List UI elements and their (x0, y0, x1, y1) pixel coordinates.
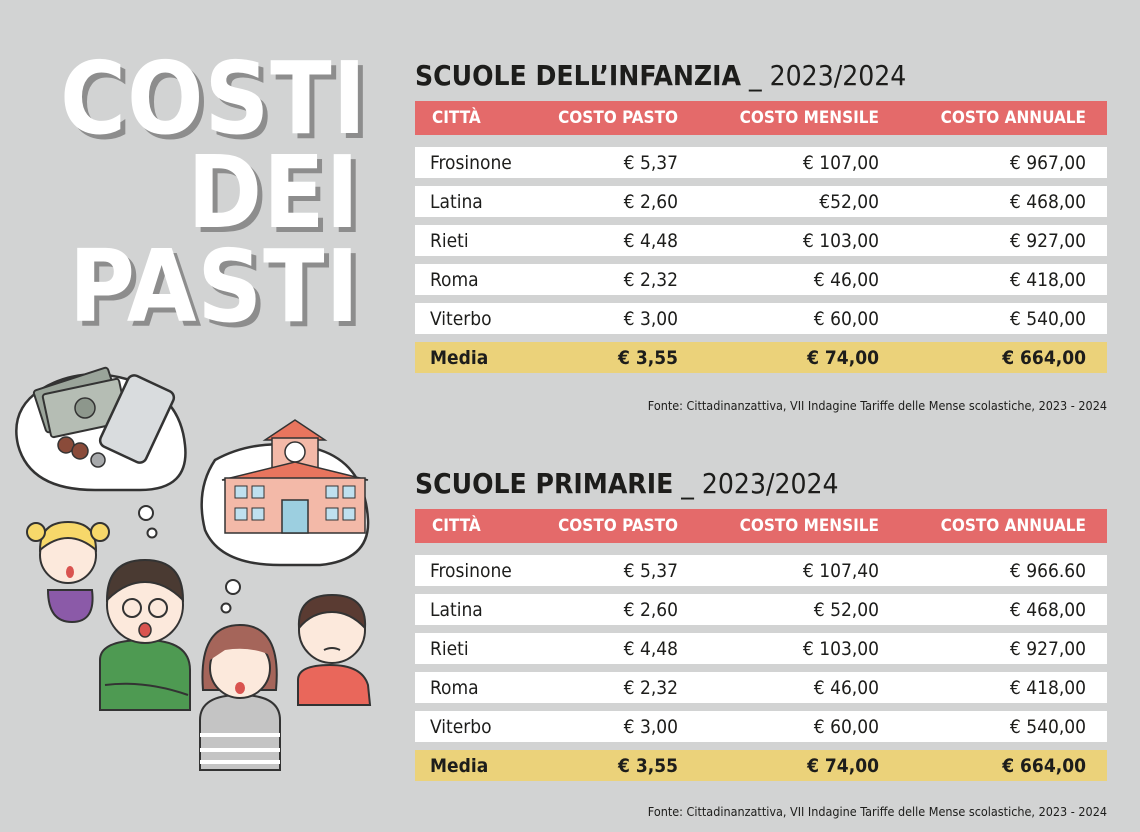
table-row: Roma € 2,32 € 46,00 € 418,00 (415, 264, 1107, 295)
cell-city: Latina (430, 598, 483, 621)
cell-annual: € 540,00 (1009, 307, 1086, 330)
source-note: Fonte: Cittadinanzattiva, VII Indagine T… (647, 398, 1107, 413)
section-year: _ 2023/2024 (749, 59, 907, 92)
col-header-annual: COSTO ANNUALE (940, 516, 1086, 536)
cell-meal: € 2,60 (623, 598, 678, 621)
cell-annual: € 468,00 (1009, 190, 1086, 213)
source-note: Fonte: Cittadinanzattiva, VII Indagine T… (647, 804, 1107, 819)
section-title-text: SCUOLE PRIMARIE (415, 467, 674, 500)
table-row: Latina € 2,60 € 52,00 € 468,00 (415, 594, 1107, 625)
cell-annual: € 418,00 (1009, 676, 1086, 699)
cell-city: Roma (430, 676, 479, 699)
cell-average-annual: € 664,00 (1002, 754, 1086, 777)
cell-city: Frosinone (430, 559, 512, 582)
cell-annual: € 540,00 (1009, 715, 1086, 738)
cell-monthly: € 107,40 (802, 559, 879, 582)
cell-average-monthly: € 74,00 (807, 754, 879, 777)
table-primarie: SCUOLE PRIMARIE _ 2023/2024 CITTÀ COSTO … (415, 468, 1107, 781)
cell-city: Frosinone (430, 151, 512, 174)
cell-annual: € 966.60 (1009, 559, 1086, 582)
cell-city: Roma (430, 268, 479, 291)
cell-monthly: € 46,00 (813, 268, 879, 291)
cell-city: Viterbo (430, 307, 492, 330)
table-row: Latina € 2,60 €52,00 € 468,00 (415, 186, 1107, 217)
cell-meal: € 4,48 (623, 229, 678, 252)
table-row: Frosinone € 5,37 € 107,00 € 967,00 (415, 147, 1107, 178)
illustration (15, 366, 372, 771)
cell-monthly: € 103,00 (802, 229, 879, 252)
headline-line-3: PASTI (69, 228, 360, 345)
col-header-annual: COSTO ANNUALE (940, 108, 1086, 128)
money-thought-bubble-icon (15, 366, 187, 539)
section-year: _ 2023/2024 (681, 467, 839, 500)
school-thought-bubble-icon (200, 419, 370, 614)
cell-annual: € 468,00 (1009, 598, 1086, 621)
cell-average-label: Media (430, 346, 489, 369)
cell-monthly: € 107,00 (802, 151, 879, 174)
cell-annual: € 927,00 (1009, 637, 1086, 660)
table-header: CITTÀ COSTO PASTO COSTO MENSILE COSTO AN… (415, 101, 1107, 135)
table-row: Rieti € 4,48 € 103,00 € 927,00 (415, 225, 1107, 256)
cell-annual: € 927,00 (1009, 229, 1086, 252)
section-title: SCUOLE PRIMARIE _ 2023/2024 (415, 468, 1107, 506)
cell-meal: € 2,32 (623, 268, 678, 291)
cell-meal: € 5,37 (623, 151, 678, 174)
table-header: CITTÀ COSTO PASTO COSTO MENSILE COSTO AN… (415, 509, 1107, 543)
table-row: Viterbo € 3,00 € 60,00 € 540,00 (415, 711, 1107, 742)
cell-city: Rieti (430, 229, 469, 252)
cell-monthly: € 103,00 (802, 637, 879, 660)
table-row: Viterbo € 3,00 € 60,00 € 540,00 (415, 303, 1107, 334)
table-row: Roma € 2,32 € 46,00 € 418,00 (415, 672, 1107, 703)
col-header-monthly: COSTO MENSILE (739, 516, 879, 536)
cell-monthly: € 52,00 (813, 598, 879, 621)
cell-annual: € 967,00 (1009, 151, 1086, 174)
col-header-city: CITTÀ (432, 108, 481, 128)
table-row: Frosinone € 5,37 € 107,40 € 966.60 (415, 555, 1107, 586)
cell-annual: € 418,00 (1009, 268, 1086, 291)
cell-city: Viterbo (430, 715, 492, 738)
cell-meal: € 4,48 (623, 637, 678, 660)
worried-family-icon (26, 520, 372, 771)
cell-meal: € 5,37 (623, 559, 678, 582)
cell-average-meal: € 3,55 (617, 754, 678, 777)
headline-line-1: COSTI (60, 40, 368, 157)
section-title-text: SCUOLE DELL’INFANZIA (415, 59, 742, 92)
col-header-meal: COSTO PASTO (558, 108, 678, 128)
average-row: Media € 3,55 € 74,00 € 664,00 (415, 750, 1107, 781)
average-row: Media € 3,55 € 74,00 € 664,00 (415, 342, 1107, 373)
cell-monthly: € 46,00 (813, 676, 879, 699)
cell-meal: € 3,00 (623, 715, 678, 738)
cell-average-monthly: € 74,00 (807, 346, 879, 369)
col-header-city: CITTÀ (432, 516, 481, 536)
cell-city: Rieti (430, 637, 469, 660)
headline-line-2: DEI (187, 134, 360, 251)
section-title: SCUOLE DELL’INFANZIA _ 2023/2024 (415, 60, 1107, 98)
headline: COSTI DEI PASTI (60, 40, 368, 345)
cell-average-label: Media (430, 754, 489, 777)
cell-city: Latina (430, 190, 483, 213)
cell-meal: € 3,00 (623, 307, 678, 330)
cell-meal: € 2,60 (623, 190, 678, 213)
cell-monthly: €52,00 (819, 190, 879, 213)
cell-monthly: € 60,00 (813, 307, 879, 330)
col-header-monthly: COSTO MENSILE (739, 108, 879, 128)
cell-meal: € 2,32 (623, 676, 678, 699)
cell-average-meal: € 3,55 (617, 346, 678, 369)
cell-average-annual: € 664,00 (1002, 346, 1086, 369)
cell-monthly: € 60,00 (813, 715, 879, 738)
table-row: Rieti € 4,48 € 103,00 € 927,00 (415, 633, 1107, 664)
col-header-meal: COSTO PASTO (558, 516, 678, 536)
table-infanzia: SCUOLE DELL’INFANZIA _ 2023/2024 CITTÀ C… (415, 60, 1107, 373)
